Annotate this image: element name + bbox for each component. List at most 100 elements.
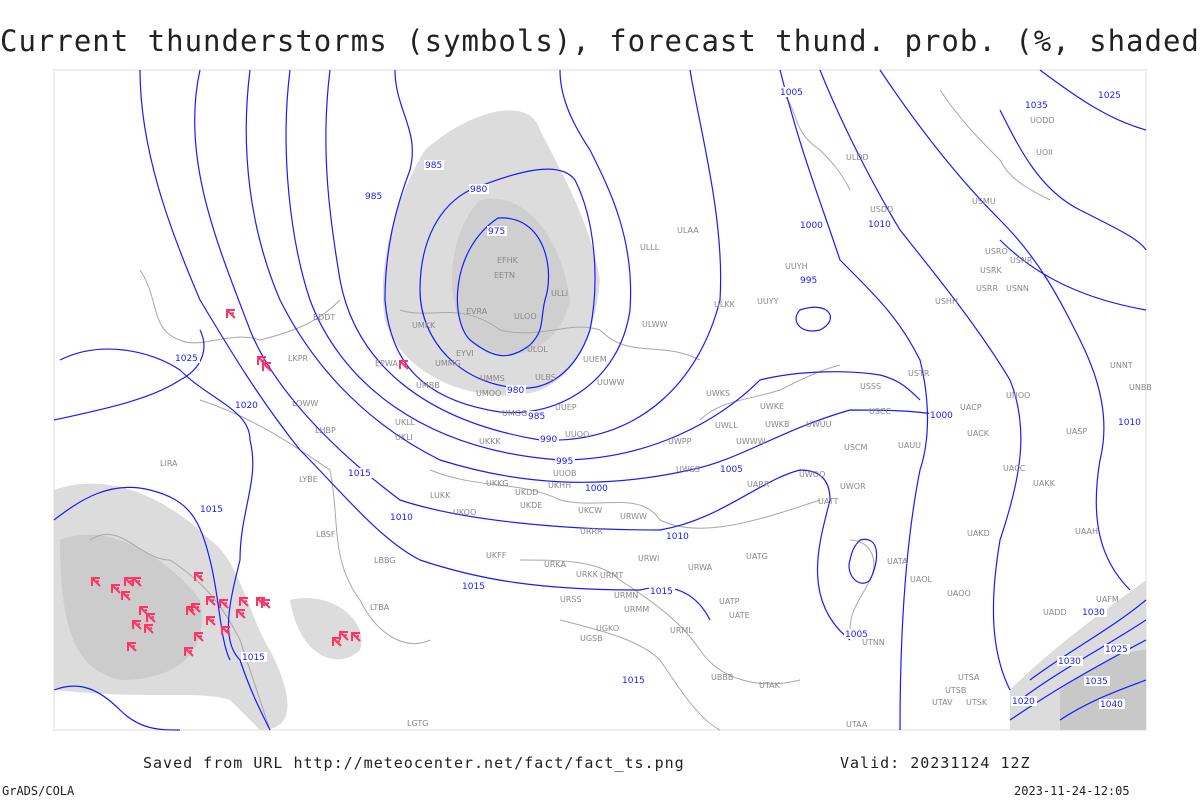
station-label-uasp: UASP: [1066, 427, 1087, 436]
isobars: [53, 69, 1147, 731]
isobar-label-background: [867, 219, 893, 229]
isobar-label-background: [1084, 676, 1110, 686]
isobar-label-background: [1097, 90, 1123, 100]
station-label-ukkk: UKKK: [479, 437, 501, 446]
isobar-label: 985: [528, 412, 545, 422]
station-label-uuob: UUOB: [553, 469, 577, 478]
isobar-label: 1015: [200, 505, 223, 515]
station-label-uatg: UATG: [746, 552, 768, 561]
thunderstorm-symbol-icon: [194, 572, 204, 582]
station-label-ulww: ULWW: [642, 320, 667, 329]
station-label-lukk: LUKK: [430, 491, 451, 500]
thunderstorm-symbol-icon: [332, 637, 342, 647]
isobar-label: 1000: [585, 484, 608, 494]
isobar-label-background: [1081, 607, 1107, 617]
station-label-urkk: URKK: [576, 570, 599, 579]
isobar-label: 985: [365, 192, 382, 202]
isobar-label: 1040: [1100, 700, 1123, 710]
isobar-label: 1010: [868, 220, 891, 230]
station-label-ulli: ULLI: [551, 289, 568, 298]
thunderstorm-symbol-icon: [194, 632, 204, 642]
station-label-epwa: EPWA: [375, 359, 398, 368]
station-label-ulkk: ULKK: [714, 300, 736, 309]
isobar-label-background: [241, 652, 267, 662]
station-label-uuep: UUEP: [555, 403, 577, 412]
thunderstorm-symbol-icon: [146, 613, 156, 623]
isobar-label-background: [1117, 417, 1143, 427]
station-label-uuww: UUWW: [597, 378, 625, 387]
isobar-label: 1030: [1058, 657, 1081, 667]
station-label-uadd: UADD: [1043, 608, 1067, 617]
station-label-lkpr: LKPR: [288, 354, 309, 363]
station-label-usmu: USMU: [972, 197, 996, 206]
isobar-label: 1015: [462, 582, 485, 592]
station-label-uwll: UWLL: [715, 421, 738, 430]
isobar-label: 1005: [845, 630, 868, 640]
thunderstorm-symbol-icon: [132, 620, 142, 630]
isobar-label-background: [621, 675, 647, 685]
isobar-label: 980: [470, 185, 487, 195]
isobar-label: 975: [488, 227, 505, 237]
isobar-label-background: [1011, 696, 1037, 706]
station-label-eddt: EDDT: [313, 313, 335, 322]
station-label-lhbp: LHBP: [315, 426, 336, 435]
station-label-uldd: ULDD: [846, 153, 869, 162]
station-label-uscc: USCC: [869, 407, 892, 416]
station-label-ummg: UMMG: [435, 359, 461, 368]
isobar-label-background: [1057, 656, 1083, 666]
station-label-umms: UMMS: [480, 374, 505, 383]
isobar-label-background: [174, 353, 200, 363]
isobar-label: 1025: [175, 354, 198, 364]
isobar-label: 1010: [390, 513, 413, 523]
station-label-lbbg: LBBG: [374, 556, 396, 565]
station-label-ltba: LTBA: [370, 603, 390, 612]
station-label-ulbs: ULBS: [535, 373, 556, 382]
station-label-ulol: ULOL: [527, 345, 548, 354]
station-label-uwkb: UWKB: [765, 420, 790, 429]
isobar-label: 1015: [348, 469, 371, 479]
software-credit: GrADS/COLA: [2, 784, 75, 798]
isobar-label: 1005: [780, 88, 803, 98]
station-label-uuem: UUEM: [583, 355, 607, 364]
isobar-label: 1020: [235, 401, 258, 411]
isobar-label: 990: [540, 435, 557, 445]
station-label-urwa: URWA: [688, 563, 713, 572]
isobar-label-background: [347, 468, 373, 478]
thunderstorm-symbol-icon: [236, 609, 246, 619]
station-label-uwww: UWWW: [736, 437, 766, 446]
station-label-eetn: EETN: [494, 271, 515, 280]
isobar-label: 995: [800, 276, 817, 286]
isobar-labels: 975 980 980 985 985 985 990 995 1000 1000 1005 1005…: [174, 87, 1143, 710]
thunderstorm-symbol-icon: [91, 577, 101, 587]
station-label-ugko: UGKO: [596, 624, 619, 633]
station-label-loww: LOWW: [292, 399, 318, 408]
station-label-unbb: UNBB: [1129, 383, 1152, 392]
station-label-urml: URML: [670, 626, 693, 635]
thunderstorm-symbol-icon: [206, 596, 216, 606]
station-label-uwss: UWSS: [676, 465, 700, 474]
thunderstorm-symbol-icon: [206, 616, 216, 626]
station-label-uwor: UWOR: [840, 482, 866, 491]
station-label-ukll: UKLL: [395, 418, 416, 427]
station-label-lgtg: LGTG: [407, 719, 428, 728]
valid-time-text: Valid: 20231124 12Z: [840, 754, 1031, 772]
isobar-label-background: [461, 581, 487, 591]
station-label-ukhh: UKHH: [548, 481, 571, 490]
station-label-uack: UACK: [967, 429, 990, 438]
isobar-label: 1015: [622, 676, 645, 686]
station-label-uoii: UOII: [1036, 148, 1053, 157]
isobar-label-background: [424, 160, 444, 170]
station-label-urka: URKA: [544, 560, 567, 569]
thunderstorm-symbol-icon: [144, 624, 154, 634]
station-label-ushh: USHH: [935, 297, 958, 306]
isobar-label-background: [487, 226, 507, 236]
station-label-uuoo: UUOO: [565, 430, 589, 439]
isobar-label-background: [506, 385, 526, 395]
station-label-uarr: UARR: [747, 480, 770, 489]
thunderstorm-symbols: [91, 309, 409, 657]
isobar-label-background: [1104, 644, 1130, 654]
station-label-uakk: UAKK: [1033, 479, 1056, 488]
station-label-uacc: UACC: [1003, 464, 1026, 473]
isobar-label: 1000: [930, 411, 953, 421]
